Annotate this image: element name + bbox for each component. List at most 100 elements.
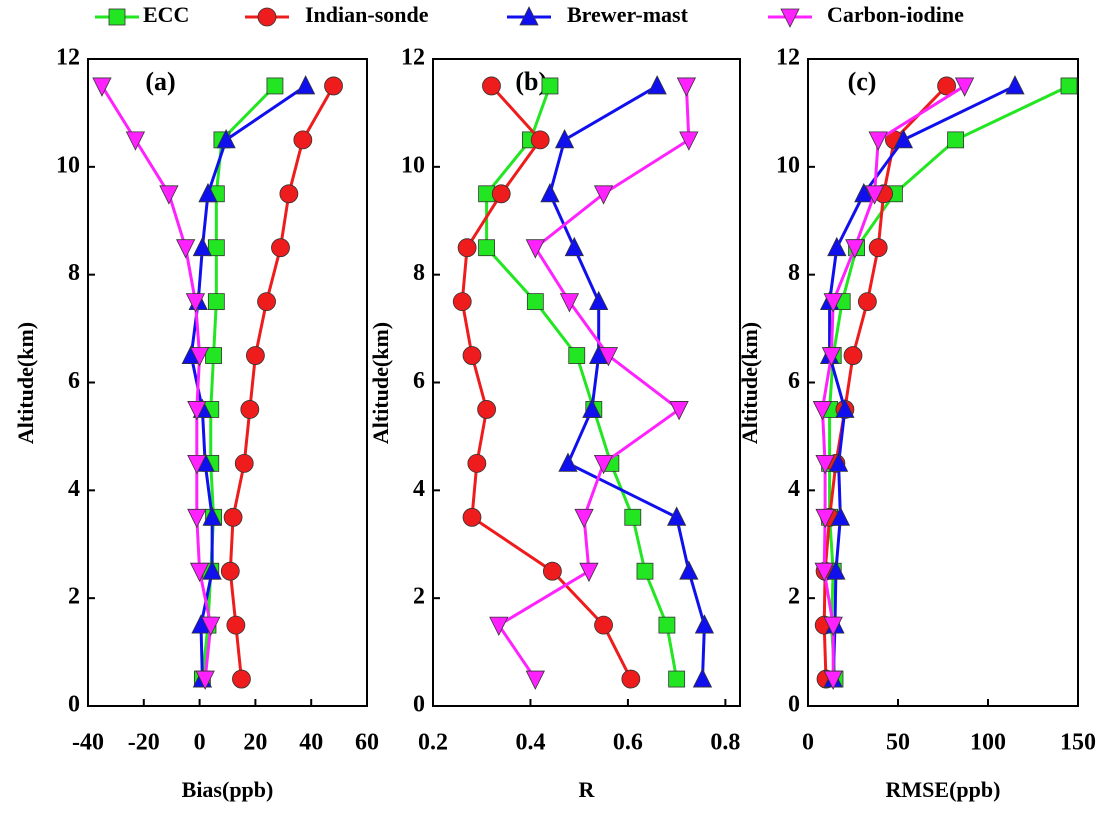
marker [187, 508, 207, 529]
marker [541, 77, 559, 95]
y-axis-label: Altitude(km) [13, 322, 38, 444]
marker [478, 239, 496, 257]
marker [823, 293, 843, 313]
marker [893, 128, 914, 149]
marker [823, 670, 843, 690]
x-tick-label: 0.6 [613, 730, 643, 756]
marker [593, 185, 614, 205]
plot-frame [87, 58, 368, 707]
marker [240, 400, 260, 419]
marker [271, 238, 290, 258]
marker [324, 76, 343, 96]
marker [477, 400, 497, 419]
marker [467, 453, 487, 473]
y-tick-label: 2 [68, 584, 80, 610]
marker [830, 506, 851, 526]
y-tick-label: 10 [776, 152, 800, 178]
marker [189, 562, 210, 583]
panel-label: (c) [848, 67, 877, 96]
series-line [460, 84, 633, 680]
x-tick-label: 0 [802, 730, 814, 756]
marker [835, 398, 855, 418]
y-tick-label: 0 [788, 692, 800, 718]
marker [854, 182, 874, 203]
series-line [189, 84, 307, 680]
x-tick-label: 0.8 [710, 730, 740, 756]
marker [202, 506, 222, 526]
marker [195, 670, 215, 690]
x-tick-label: 0.2 [418, 730, 448, 756]
legend-label: Carbon-iodine [827, 2, 964, 27]
x-tick-label: 150 [1060, 730, 1096, 756]
y-tick-label: 4 [788, 476, 800, 502]
marker [525, 239, 545, 259]
marker [462, 346, 482, 365]
marker [621, 669, 641, 689]
x-axis-label: Bias(ppb) [182, 777, 274, 802]
y-tick-label: 4 [68, 476, 80, 502]
marker [667, 506, 687, 526]
marker [216, 128, 236, 149]
marker [937, 76, 956, 96]
y-tick-label: 2 [413, 584, 425, 610]
marker [245, 346, 265, 365]
marker [452, 292, 472, 312]
marker [542, 561, 562, 581]
y-tick-label: 12 [401, 45, 425, 71]
y-tick-label: 0 [68, 692, 80, 718]
marker [220, 561, 240, 581]
marker [266, 77, 284, 95]
marker [668, 670, 686, 688]
marker [462, 507, 482, 527]
marker [679, 560, 699, 580]
marker [279, 184, 299, 204]
marker [176, 239, 196, 259]
marker [823, 616, 843, 637]
x-tick-label: 50 [886, 730, 910, 756]
legend-marker [780, 8, 800, 28]
y-tick-label: 0 [413, 692, 425, 718]
marker [843, 346, 863, 365]
marker [187, 454, 207, 475]
series-line [548, 84, 706, 680]
marker [198, 182, 218, 203]
marker [540, 182, 560, 203]
series-line [822, 84, 948, 680]
marker [189, 347, 210, 367]
y-tick-label: 6 [788, 368, 800, 394]
marker [207, 293, 225, 311]
legend-label: ECC [143, 2, 189, 27]
marker [185, 293, 206, 313]
marker [558, 452, 578, 472]
marker [864, 185, 885, 205]
y-tick-label: 10 [401, 152, 425, 178]
x-tick-label: 40 [299, 730, 323, 756]
x-axis-label: RMSE(ppb) [886, 777, 1001, 802]
marker [530, 130, 550, 150]
panel-label: (a) [145, 67, 175, 96]
x-axis-label: R [579, 777, 596, 802]
y-tick-label: 8 [413, 260, 425, 286]
marker [295, 75, 316, 95]
marker [815, 508, 835, 529]
marker [679, 131, 699, 151]
marker [589, 290, 609, 311]
marker [234, 453, 254, 473]
y-tick-label: 6 [413, 368, 425, 394]
legend-marker [519, 6, 539, 26]
marker [827, 236, 847, 257]
series-line [228, 85, 335, 680]
y-tick-label: 12 [776, 45, 800, 71]
marker [868, 131, 888, 151]
marker [1005, 75, 1025, 95]
marker [821, 347, 842, 367]
y-tick-label: 8 [68, 260, 80, 286]
marker [579, 562, 599, 583]
marker [598, 347, 619, 367]
series-line [828, 84, 1070, 680]
marker [202, 560, 222, 580]
y-tick-label: 2 [788, 584, 800, 610]
marker [845, 239, 865, 259]
marker [482, 76, 501, 96]
marker [257, 292, 276, 312]
